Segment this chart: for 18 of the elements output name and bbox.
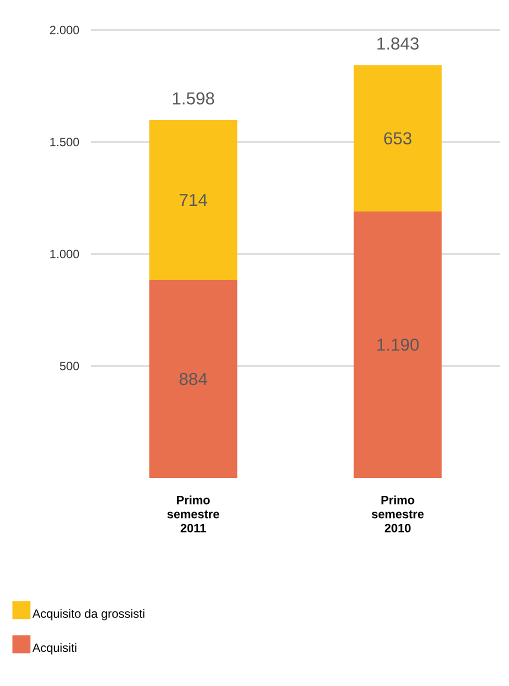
bar [354, 65, 442, 212]
y-tick-label: 1.500 [50, 138, 79, 146]
legend-label: Acquisito da grossisti [32, 609, 144, 620]
total-label: 1.843 [377, 37, 419, 50]
bar [354, 211, 442, 478]
data-label: 653 [384, 132, 412, 144]
total-label: 1.598 [172, 92, 214, 105]
y-tick-label: 500 [60, 362, 79, 370]
data-label: 714 [180, 194, 208, 206]
legend-label: Acquisiti [32, 643, 76, 654]
y-tick-label: 2.000 [50, 26, 79, 34]
y-tick-label: 1.000 [50, 250, 79, 258]
x-tick-label: Primo semestre 2010 [372, 496, 424, 532]
bar [149, 120, 238, 280]
bar [149, 280, 238, 478]
x-tick-label: Primo semestre 2011 [167, 496, 220, 532]
data-label: 1.190 [377, 338, 419, 351]
data-label: 884 [180, 372, 208, 386]
